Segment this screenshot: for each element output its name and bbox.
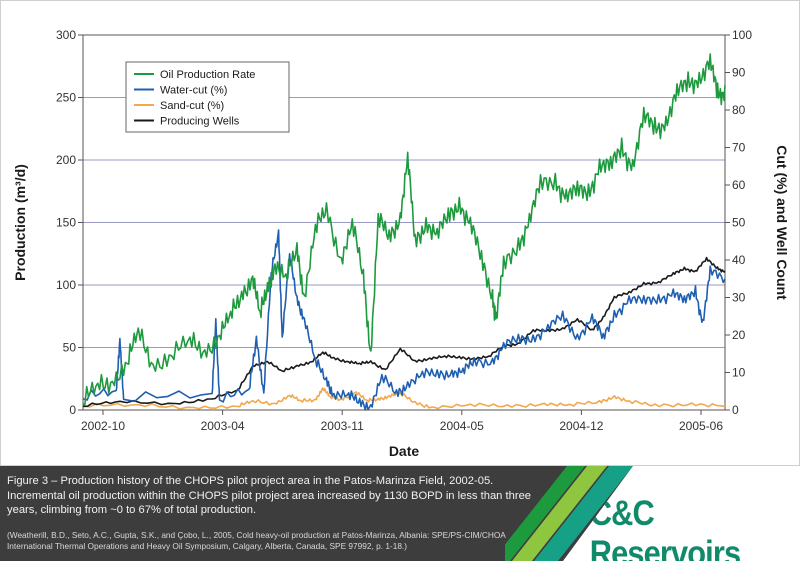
y-tick-label: 200 <box>56 153 76 167</box>
x-tick-label: 2002-10 <box>81 419 125 433</box>
y2-tick-label: 80 <box>732 103 746 117</box>
series-line-sand-cut <box>82 387 726 410</box>
legend-label: Sand-cut (%) <box>160 100 224 112</box>
figure-citation: (Weatherill, B.D., Seto, A.C., Gupta, S.… <box>7 530 506 551</box>
brand-stripe-3 <box>534 466 633 561</box>
legend-label: Oil Production Rate <box>160 69 255 81</box>
y-axis-title: Production (m³/d) <box>12 164 28 281</box>
brand-stripes <box>505 466 633 561</box>
legend-label: Producing Wells <box>160 116 240 128</box>
legend-label: Water-cut (%) <box>160 85 227 97</box>
caption-bar: Figure 3 – Production history of the CHO… <box>0 466 800 561</box>
y2-axis-title: Cut (%) and Well Count <box>774 145 790 300</box>
x-tick-label: 2003-11 <box>321 419 364 433</box>
y-tick-label: 150 <box>56 216 76 230</box>
y-tick-label: 50 <box>63 341 77 355</box>
y2-tick-label: 60 <box>732 178 746 192</box>
y-tick-label: 100 <box>56 278 76 292</box>
y2-tick-label: 40 <box>732 253 746 267</box>
series-line-oil-production-rate <box>82 53 726 407</box>
y2-tick-label: 70 <box>732 141 746 155</box>
x-tick-label: 2004-05 <box>440 419 484 433</box>
x-tick-label: 2004-12 <box>559 419 603 433</box>
y2-tick-label: 90 <box>732 66 746 80</box>
y2-tick-label: 10 <box>732 366 746 380</box>
x-tick-label: 2005-06 <box>679 419 723 433</box>
y2-tick-label: 50 <box>732 216 746 230</box>
y2-tick-label: 100 <box>732 28 752 42</box>
brand-stripe-1 <box>505 466 585 561</box>
y-tick-label: 250 <box>56 91 76 105</box>
production-chart: 0 50 100 150 200 250 300 0 10 20 30 40 50 60 70 80 90 100… <box>12 28 790 459</box>
brand-logo: C&C Reservoirs <box>589 494 741 561</box>
series-line-water-cut <box>82 229 726 411</box>
x-axis-title: Date <box>389 443 420 459</box>
y-tick-label: 0 <box>69 403 76 417</box>
figure-caption: Figure 3 – Production history of the CHO… <box>7 475 532 516</box>
y2-tick-label: 0 <box>732 403 739 417</box>
x-tick-label: 2003-04 <box>201 419 245 433</box>
y2-tick-label: 20 <box>732 328 746 342</box>
chart-area: 0 50 100 150 200 250 300 0 10 20 30 40 50 60 70 80 90 100… <box>0 0 800 466</box>
brand-stripe-2 <box>512 466 607 561</box>
series-line-producing-wells <box>82 256 726 408</box>
y-tick-label: 300 <box>56 28 76 42</box>
y2-tick-label: 30 <box>732 291 746 305</box>
